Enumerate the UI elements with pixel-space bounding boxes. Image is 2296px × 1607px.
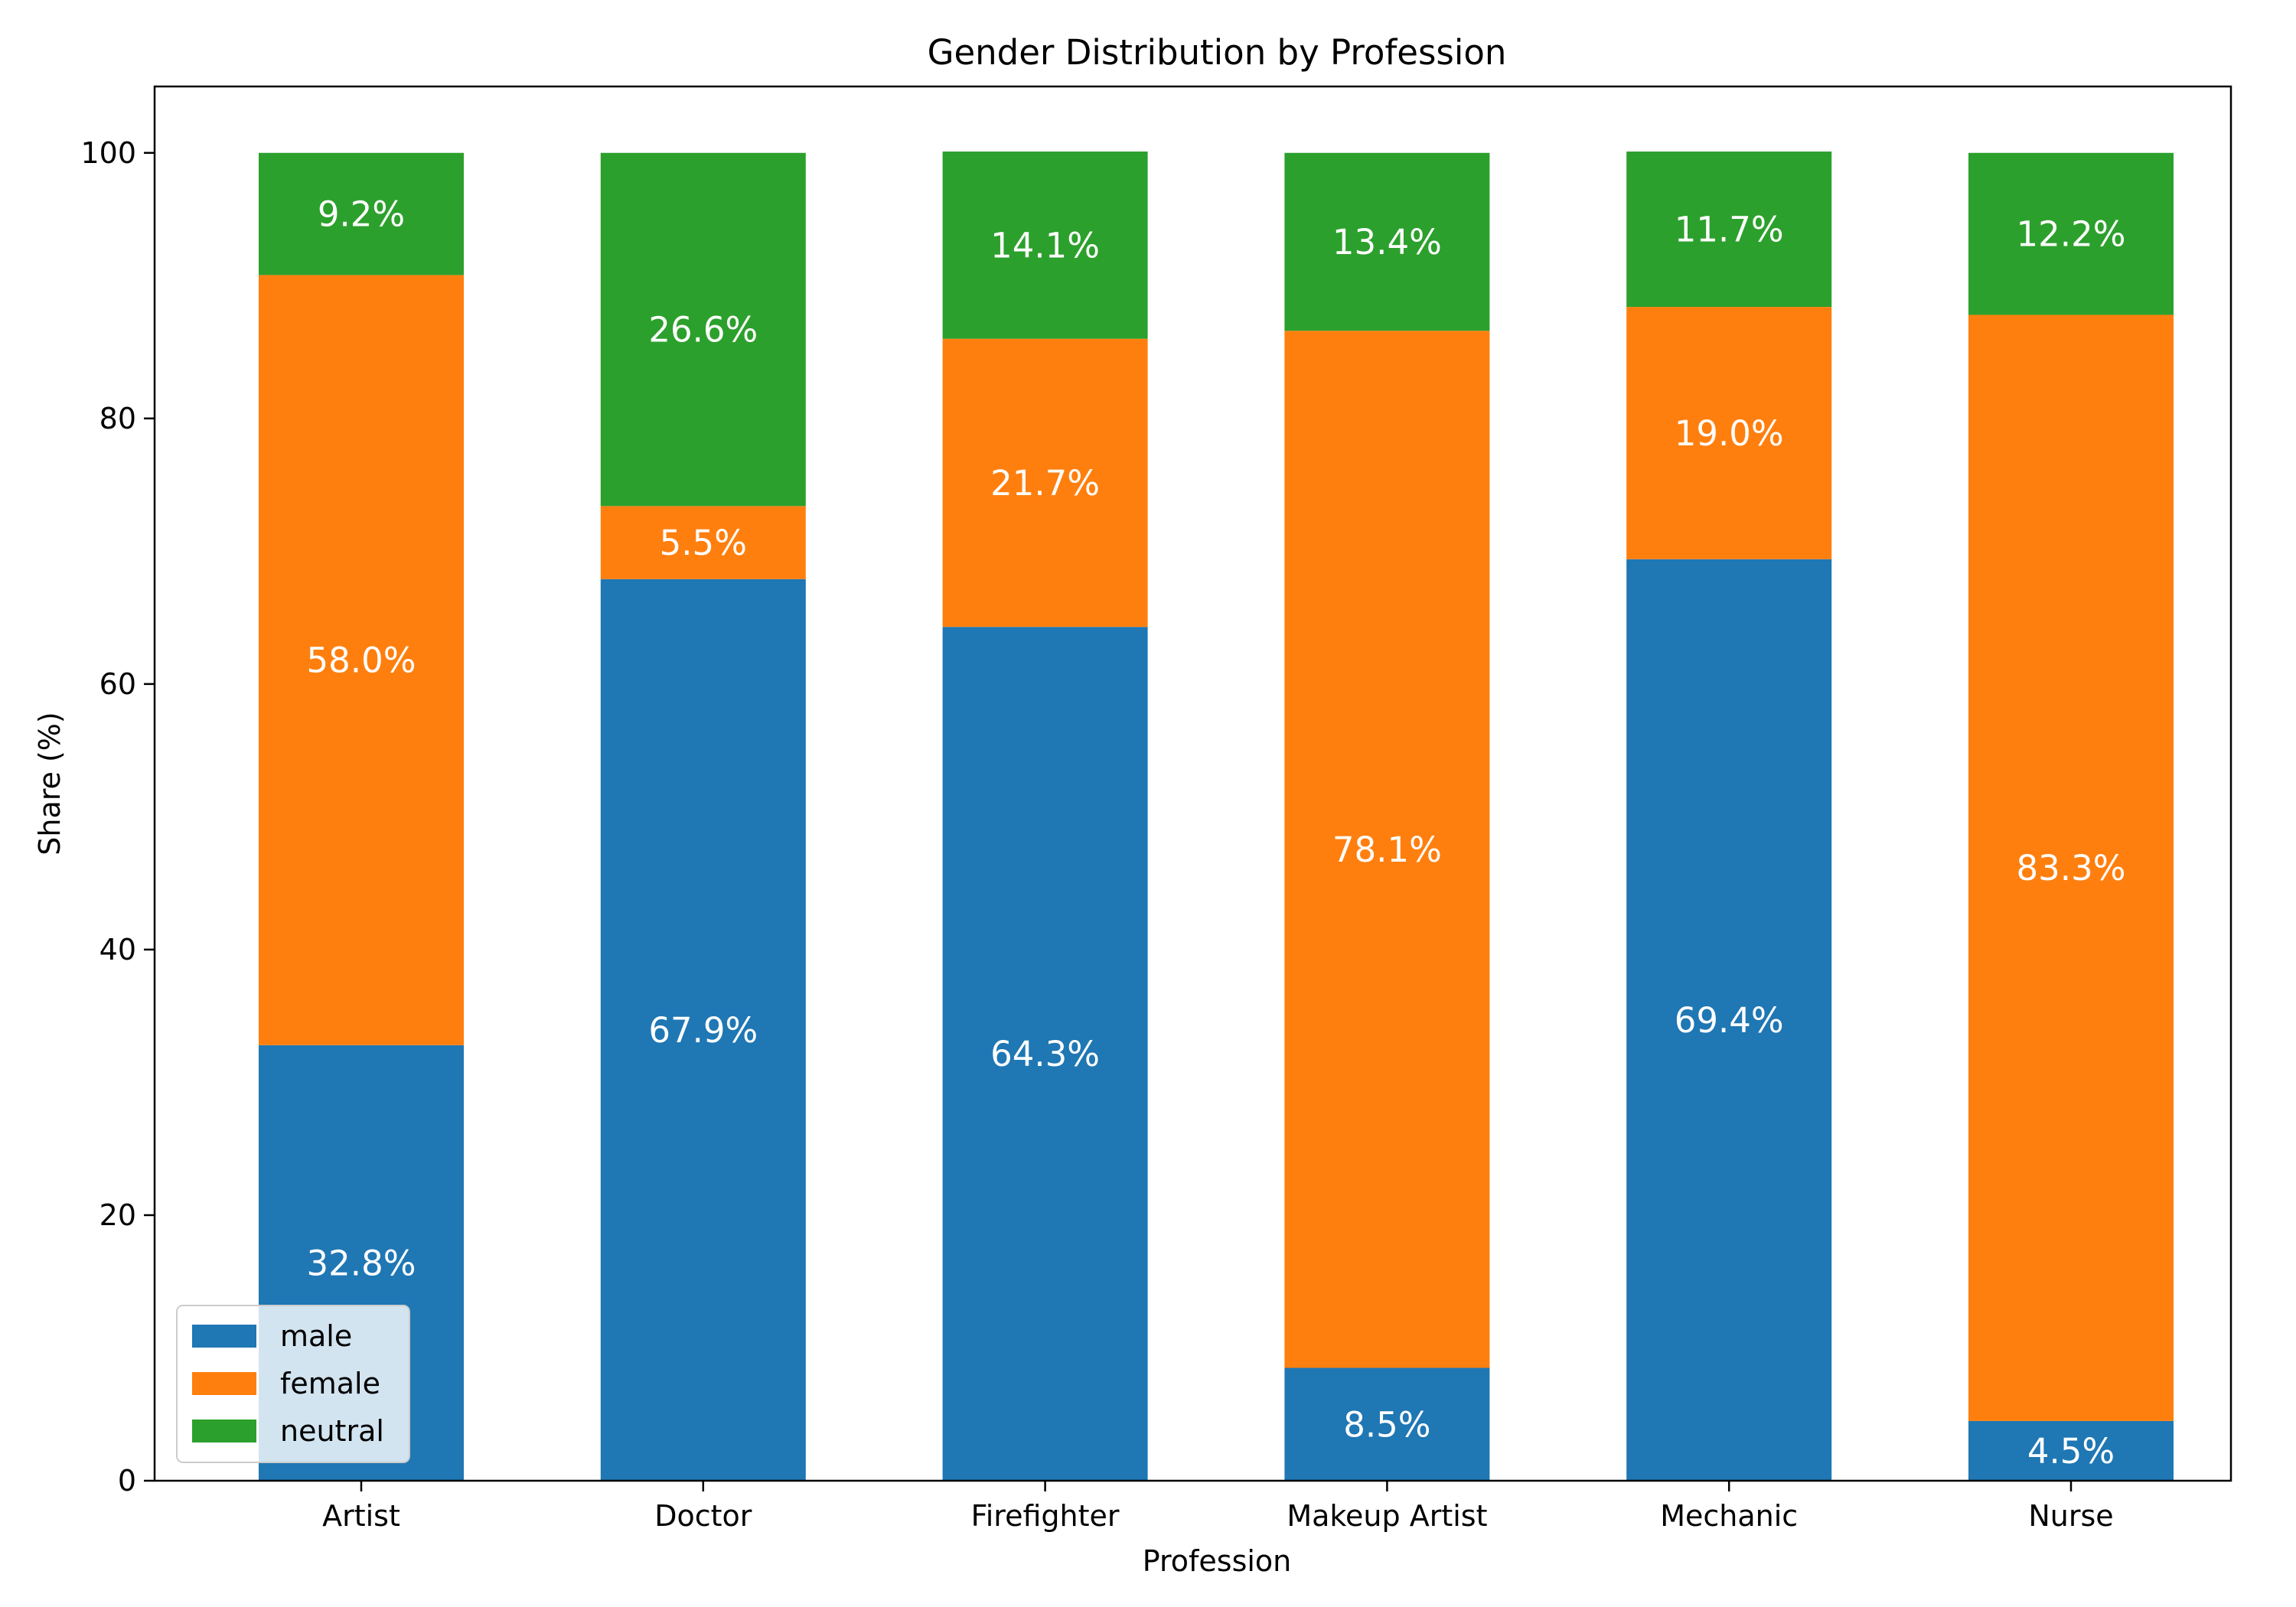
- bar-neutral-5: [1968, 152, 2174, 315]
- x-tick-label-3: Makeup Artist: [1287, 1499, 1487, 1533]
- bar-label-female-1: 5.5%: [660, 523, 747, 563]
- y-tick-label-3: 60: [99, 667, 136, 701]
- bar-label-male-1: 67.9%: [648, 1010, 758, 1051]
- bar-label-neutral-2: 14.1%: [990, 225, 1100, 266]
- y-tick-label-5: 100: [80, 136, 136, 170]
- bar-neutral-2: [942, 152, 1148, 339]
- bar-female-5: [1968, 315, 2174, 1421]
- bar-labels-group: 32.8% 58.0% 9.2% 67.9% 5.5% 26.6% 64.3% 21.7% 14…: [307, 194, 2126, 1472]
- legend-label-female: female: [280, 1367, 380, 1400]
- y-axis: 0 20 40 60 80 100: [80, 136, 155, 1498]
- bar-label-neutral-0: 9.2%: [318, 194, 405, 235]
- bar-female-0: [259, 275, 464, 1045]
- bar-label-neutral-3: 13.4%: [1332, 222, 1442, 262]
- bar-male-5: [1968, 1420, 2174, 1481]
- y-tick-label-0: 0: [118, 1464, 136, 1498]
- legend-label-male: male: [280, 1319, 352, 1353]
- bar-label-neutral-5: 12.2%: [2017, 214, 2126, 255]
- bars-group: [259, 152, 2174, 1481]
- y-tick-label-4: 80: [99, 402, 136, 435]
- bar-female-3: [1284, 331, 1490, 1368]
- legend-label-neutral: neutral: [280, 1414, 384, 1448]
- x-tick-label-4: Mechanic: [1660, 1499, 1798, 1533]
- bar-label-female-3: 78.1%: [1332, 830, 1442, 870]
- x-tick-label-0: Artist: [322, 1499, 400, 1533]
- legend-swatch-neutral: [192, 1420, 256, 1442]
- x-tick-label-2: Firefighter: [971, 1499, 1120, 1533]
- bar-male-2: [942, 627, 1148, 1481]
- bar-label-neutral-1: 26.6%: [648, 310, 758, 350]
- bar-label-female-0: 58.0%: [307, 641, 416, 681]
- bar-male-4: [1626, 559, 1832, 1481]
- bar-label-male-5: 4.5%: [2027, 1431, 2115, 1472]
- legend: male female neutral: [176, 1305, 410, 1463]
- bar-female-1: [600, 506, 806, 579]
- bar-male-1: [600, 579, 806, 1481]
- bar-label-female-4: 19.0%: [1675, 413, 1784, 454]
- x-tick-label-5: Nurse: [2028, 1499, 2113, 1533]
- y-tick-label-2: 40: [99, 933, 136, 966]
- bar-label-neutral-4: 11.7%: [1675, 210, 1784, 250]
- bar-label-male-4: 69.4%: [1675, 1000, 1784, 1041]
- bar-label-female-2: 21.7%: [990, 463, 1100, 504]
- bar-male-3: [1284, 1367, 1490, 1481]
- x-axis: Artist Doctor Firefighter Makeup Artist Mech…: [322, 1481, 2114, 1533]
- bar-female-4: [1626, 307, 1832, 559]
- x-tick-label-1: Doctor: [654, 1499, 752, 1533]
- bar-label-female-5: 83.3%: [2017, 848, 2126, 888]
- bar-neutral-3: [1284, 152, 1490, 331]
- bar-neutral-4: [1626, 152, 1832, 308]
- bar-label-male-2: 64.3%: [990, 1034, 1100, 1074]
- chart-title: Gender Distribution by Profession: [928, 32, 1507, 73]
- y-axis-label: Share (%): [33, 712, 67, 856]
- bar-label-male-3: 8.5%: [1343, 1404, 1430, 1445]
- bar-neutral-0: [259, 152, 464, 275]
- bar-female-2: [942, 338, 1148, 627]
- bar-neutral-1: [600, 152, 806, 507]
- plot-frame: [153, 85, 2232, 1482]
- legend-swatch-male: [192, 1325, 256, 1348]
- bar-label-male-0: 32.8%: [307, 1243, 416, 1283]
- y-tick-label-1: 20: [99, 1198, 136, 1232]
- x-axis-label: Profession: [1143, 1544, 1292, 1578]
- legend-swatch-female: [192, 1372, 256, 1395]
